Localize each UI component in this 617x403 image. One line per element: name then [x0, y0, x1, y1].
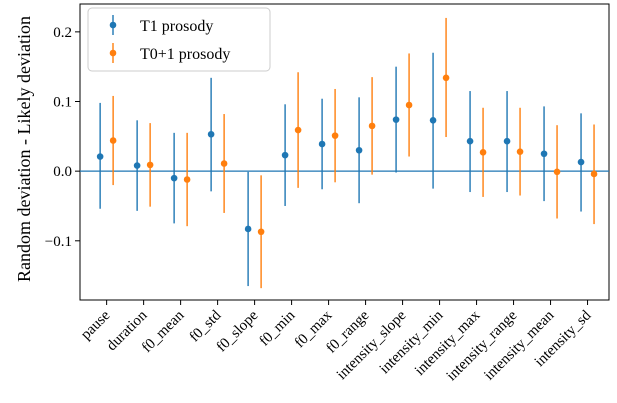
x-tick-label: f0_mean: [139, 307, 188, 356]
x-tick-label: f0_slope: [214, 307, 262, 355]
legend-label: T1 prosody: [140, 18, 213, 35]
data-point: [392, 116, 400, 123]
data-point: [466, 137, 474, 145]
series-t1: [96, 52, 585, 287]
data-point: [183, 176, 191, 183]
y-tick-label: 0.1: [53, 95, 72, 111]
x-tick-label: f0_min: [256, 307, 298, 349]
legend-label: T0+1 prosody: [140, 46, 230, 63]
y-tick-label: −0.1: [45, 234, 72, 250]
data-point: [590, 170, 598, 178]
y-tick-label: 0.0: [53, 164, 72, 180]
legend-marker-dot: [109, 49, 117, 57]
data-point: [257, 228, 265, 236]
y-axis: 0.2 0.1 0.0 −0.1: [45, 25, 80, 250]
data-point: [207, 130, 215, 138]
data-point: [553, 168, 561, 176]
data-point: [220, 160, 228, 167]
series-layer: [80, 17, 609, 289]
data-point: [244, 225, 252, 233]
data-point: [503, 137, 511, 145]
data-point: [479, 149, 487, 156]
data-point: [429, 117, 437, 124]
y-axis-title: Random deviation - Likely deviation: [14, 16, 34, 282]
data-point: [355, 146, 363, 154]
legend-marker-dot: [109, 21, 117, 29]
legend-box: [87, 7, 271, 72]
data-point: [146, 161, 154, 169]
series-t0-plus-1: [109, 17, 598, 289]
data-point: [133, 162, 141, 169]
data-point: [109, 137, 117, 144]
data-point: [331, 132, 339, 139]
plot-frame: [79, 3, 610, 301]
data-point: [96, 153, 104, 160]
data-point: [540, 150, 548, 158]
data-point: [170, 174, 178, 182]
data-point: [516, 148, 524, 155]
data-point: [405, 101, 413, 109]
data-point: [577, 158, 585, 166]
data-point: [318, 140, 326, 148]
y-tick-label: 0.2: [53, 25, 72, 41]
data-point: [294, 126, 302, 134]
data-point: [281, 151, 289, 159]
legend: T1 prosody T0+1 prosody: [87, 7, 271, 72]
data-point: [368, 122, 376, 130]
plot-area: [79, 3, 610, 301]
data-point: [442, 74, 450, 82]
